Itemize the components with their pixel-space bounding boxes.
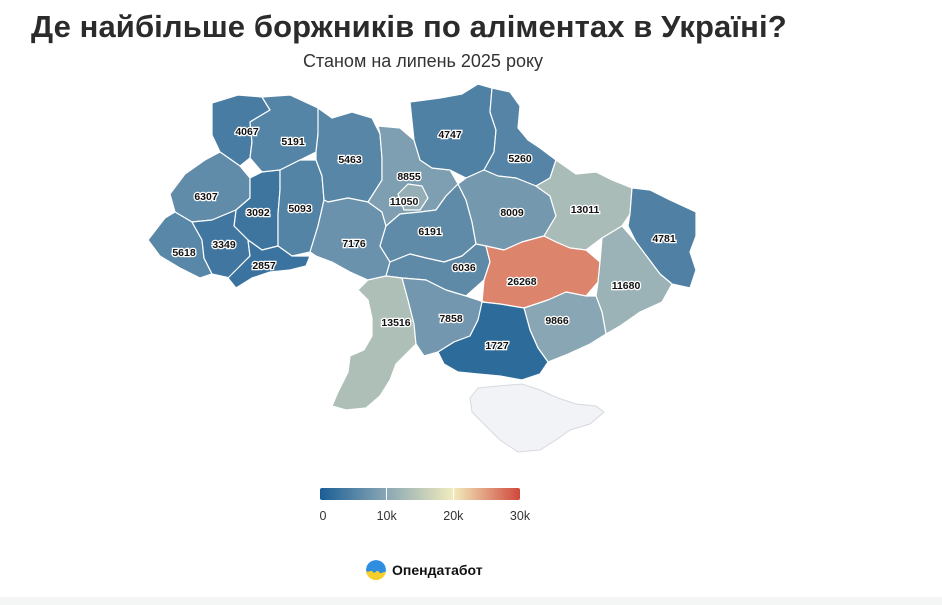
region-kherson[interactable] (437, 301, 549, 381)
legend-tick-mark (452, 488, 454, 500)
label-kherson: 1727 (485, 340, 509, 352)
region-odesa[interactable] (331, 275, 417, 411)
label-ternopil: 3092 (246, 207, 270, 219)
label-rivne: 5191 (281, 136, 305, 148)
legend-tick-label: 20k (443, 509, 464, 523)
legend-gradient-bar (320, 488, 520, 500)
footer-strip (0, 597, 942, 605)
label-mykolaiv: 7858 (439, 313, 463, 325)
label-kyiv-city: 11050 (390, 196, 419, 208)
label-kirovohrad: 6036 (452, 262, 476, 274)
label-lviv: 6307 (194, 191, 218, 203)
color-legend: 0 10k 20k 30k (319, 488, 530, 528)
label-ivano-frankivsk: 3349 (212, 239, 236, 251)
label-dnipropetrovsk: 26268 (507, 276, 536, 288)
label-odesa: 13516 (381, 317, 410, 329)
legend-tick-mark (386, 488, 388, 500)
label-chernihiv: 4747 (438, 129, 462, 141)
brand: Опендатабот (366, 559, 483, 581)
region-chernivtsi[interactable] (227, 239, 311, 289)
region-sumy[interactable] (483, 87, 557, 187)
label-cherkasy: 6191 (418, 226, 442, 238)
opendatabot-logo-icon (366, 560, 386, 580)
ukraine-map: 4067 5191 6307 3092 5093 5618 3349 2857 … (147, 83, 697, 453)
label-vinnytsia: 7176 (342, 238, 366, 250)
legend-tick-label: 0 (319, 509, 327, 523)
region-luhansk[interactable] (627, 187, 697, 289)
region-donetsk[interactable] (595, 225, 673, 335)
label-sumy: 5260 (508, 153, 532, 165)
region-crimea (469, 383, 605, 453)
page-title: Де найбільше боржників по аліментах в Ук… (31, 9, 787, 44)
page-subtitle: Станом на липень 2025 року (302, 51, 544, 71)
label-zhytomyr: 5463 (338, 154, 362, 166)
label-poltava: 8009 (500, 207, 524, 219)
label-khmelnytskyi: 5093 (288, 203, 312, 215)
region-kyiv-city[interactable] (397, 183, 429, 211)
label-kharkiv: 13011 (571, 204, 600, 216)
label-luhansk: 4781 (652, 233, 676, 245)
label-zakarpattia: 5618 (172, 247, 196, 259)
region-dnipropetrovsk[interactable] (481, 235, 601, 309)
label-volyn: 4067 (235, 126, 259, 138)
label-kyiv-oblast: 8855 (397, 171, 421, 183)
label-chernivtsi: 2857 (252, 260, 276, 272)
legend-tick-label: 10k (376, 509, 397, 523)
brand-name: Опендатабот (392, 562, 483, 578)
label-zaporizhzhia: 9866 (545, 315, 569, 327)
label-donetsk: 11680 (612, 280, 641, 292)
legend-tick-label: 30k (509, 509, 531, 523)
